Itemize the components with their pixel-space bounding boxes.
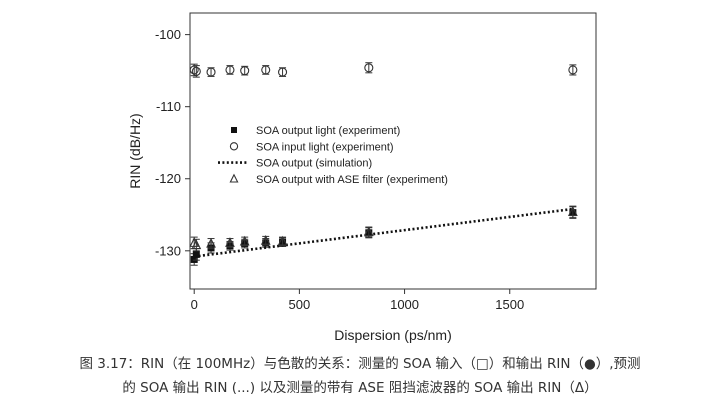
- series-3: [189, 205, 578, 252]
- y-tick-label: -130: [155, 243, 181, 258]
- x-tick-label: 1500: [495, 297, 524, 312]
- x-axis: 0 500 1000 1500: [191, 289, 524, 312]
- data-point: [192, 250, 200, 258]
- data-point: [225, 65, 235, 75]
- series-1: [189, 62, 578, 78]
- data-point: [191, 66, 201, 76]
- data-point: [190, 255, 198, 263]
- legend-label: SOA input light (experiment): [256, 141, 394, 153]
- series-2: [194, 207, 574, 258]
- x-tick-label: 0: [191, 297, 198, 312]
- y-axis: -100 -110 -120 -130: [155, 27, 190, 258]
- plot-area: [189, 62, 578, 266]
- x-tick-label: 1000: [390, 297, 419, 312]
- data-point: [225, 237, 235, 247]
- legend-label: SOA output (simulation): [256, 158, 372, 170]
- y-tick-label: -110: [156, 99, 181, 114]
- data-point: [260, 234, 271, 245]
- data-point: [277, 235, 288, 246]
- data-point: [363, 226, 374, 237]
- data-point: [278, 67, 288, 77]
- data-point: [567, 206, 578, 216]
- data-point: [206, 67, 216, 77]
- y-tick-label: -120: [155, 171, 181, 186]
- data-point: [206, 237, 216, 248]
- figure-caption: 图 3.17：RIN（在 100MHz）与色散的关系：测量的 SOA 输入（□）…: [0, 352, 720, 400]
- legend-marker: [229, 142, 239, 151]
- caption-line-1: 图 3.17：RIN（在 100MHz）与色散的关系：测量的 SOA 输入（□）…: [79, 356, 641, 372]
- data-point: [261, 65, 271, 75]
- data-point: [240, 66, 250, 76]
- legend: SOA output light (experiment) SOA input l…: [218, 125, 448, 186]
- y-tick-label: -100: [155, 27, 181, 42]
- legend-marker: [229, 173, 239, 183]
- legend-label: SOA output with ASE filter (experiment): [256, 174, 448, 186]
- legend-label: SOA output light (experiment): [256, 125, 400, 137]
- data-point: [239, 235, 250, 246]
- legend-marker: [231, 127, 237, 133]
- x-axis-title: Dispersion (ps/nm): [334, 327, 451, 343]
- plot-frame: [189, 12, 597, 290]
- data-point: [364, 63, 374, 73]
- x-tick-label: 500: [289, 297, 311, 312]
- simulation-line: [194, 207, 574, 258]
- data-point: [191, 239, 202, 250]
- caption-line-2: 的 SOA 输出 RIN (...) 以及测量的带有 ASE 阻挡滤波器的 SO…: [122, 380, 598, 396]
- y-axis-title: RIN (dB/Hz): [127, 113, 143, 188]
- data-point: [568, 65, 578, 75]
- rin-vs-dispersion-chart: 0 500 1000 1500 -100 -110 -120 -130 Dispersion…: [127, 12, 597, 343]
